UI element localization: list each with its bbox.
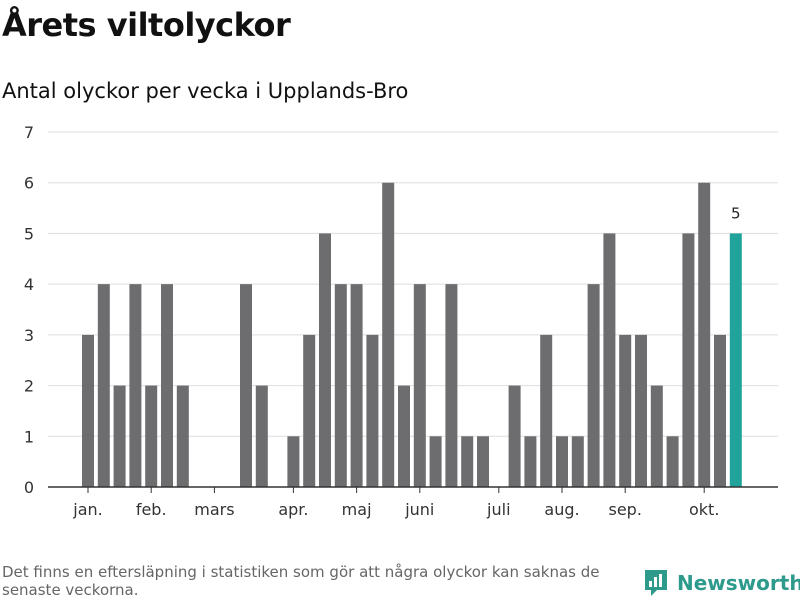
bar-week-33[interactable] <box>587 284 600 487</box>
bar-week-17[interactable] <box>334 284 347 487</box>
bar-week-2[interactable] <box>97 284 110 487</box>
x-tick-label-okt.: okt. <box>689 500 719 519</box>
x-tick-label-maj: maj <box>342 500 372 519</box>
x-tick-label-aug.: aug. <box>544 500 579 519</box>
y-tick-label-0: 0 <box>24 478 34 497</box>
bar-week-26[interactable] <box>477 436 489 487</box>
bar-week-24[interactable] <box>445 284 458 487</box>
bar-week-34[interactable] <box>603 233 616 487</box>
bar-week-40[interactable] <box>698 182 711 487</box>
x-tick-label-juni: juni <box>404 500 434 519</box>
bar-chart: 0 1 2 3 4 5 6 7 5 jan. feb. mars apr. maj juni juli aug.… <box>24 123 778 519</box>
y-tick-label-3: 3 <box>24 326 34 345</box>
bar-week-16[interactable] <box>319 233 331 487</box>
y-tick-label-1: 1 <box>24 427 34 446</box>
bar-week-29[interactable] <box>524 436 537 487</box>
bar-week-15[interactable] <box>303 334 316 487</box>
chart-title: Årets viltolyckor <box>2 6 291 44</box>
bar-week-4[interactable] <box>129 284 142 487</box>
bar-week-11[interactable] <box>240 284 252 487</box>
x-tick-label-juli: juli <box>486 500 510 519</box>
bar-week-1[interactable] <box>82 334 94 487</box>
bar-week-7[interactable] <box>176 385 189 487</box>
bar-week-42[interactable] <box>729 233 742 487</box>
chart-subtitle: Antal olyckor per vecka i Upplands-Bro <box>2 79 409 103</box>
bar-week-12[interactable] <box>255 385 268 487</box>
bar-week-22[interactable] <box>413 284 426 487</box>
brand[interactable]: Newsworthy <box>643 568 800 598</box>
bar-week-32[interactable] <box>571 436 584 487</box>
y-tick-label-2: 2 <box>24 377 34 396</box>
newsworthy-logo-icon <box>645 570 667 596</box>
bar-week-35[interactable] <box>619 334 632 487</box>
x-tick-label-apr.: apr. <box>278 500 308 519</box>
y-tick-label-7: 7 <box>24 123 34 142</box>
bar-week-23[interactable] <box>429 436 442 487</box>
bar-week-5[interactable] <box>145 385 158 487</box>
bar-week-18[interactable] <box>350 284 363 487</box>
bar-week-6[interactable] <box>161 284 173 487</box>
bar-week-19[interactable] <box>366 334 379 487</box>
bar-week-3[interactable] <box>113 385 126 487</box>
bar-week-14[interactable] <box>287 436 300 487</box>
footnote: Det finns en eftersläpning i statistiken… <box>2 563 600 599</box>
x-tick-label-feb.: feb. <box>136 500 167 519</box>
bar-week-36[interactable] <box>635 334 647 487</box>
bar-week-28[interactable] <box>508 385 521 487</box>
bar-week-37[interactable] <box>650 385 663 487</box>
bar-week-21[interactable] <box>398 385 410 487</box>
bar-week-41[interactable] <box>714 334 726 487</box>
bar-week-39[interactable] <box>682 233 695 487</box>
bar-week-20[interactable] <box>382 182 395 487</box>
y-tick-label-6: 6 <box>24 174 34 193</box>
brand-name: Newsworthy <box>677 571 800 595</box>
y-tick-label-4: 4 <box>24 275 34 294</box>
bar-week-38[interactable] <box>666 436 679 487</box>
data-label-highlight: 5 <box>731 204 741 222</box>
x-tick-label-sep.: sep. <box>608 500 641 519</box>
bar-week-30[interactable] <box>540 334 553 487</box>
bar-week-25[interactable] <box>461 436 474 487</box>
x-tick-label-jan.: jan. <box>72 500 102 519</box>
y-tick-label-5: 5 <box>24 224 34 243</box>
x-tick-label-mars: mars <box>194 500 234 519</box>
bar-week-31[interactable] <box>556 436 568 487</box>
